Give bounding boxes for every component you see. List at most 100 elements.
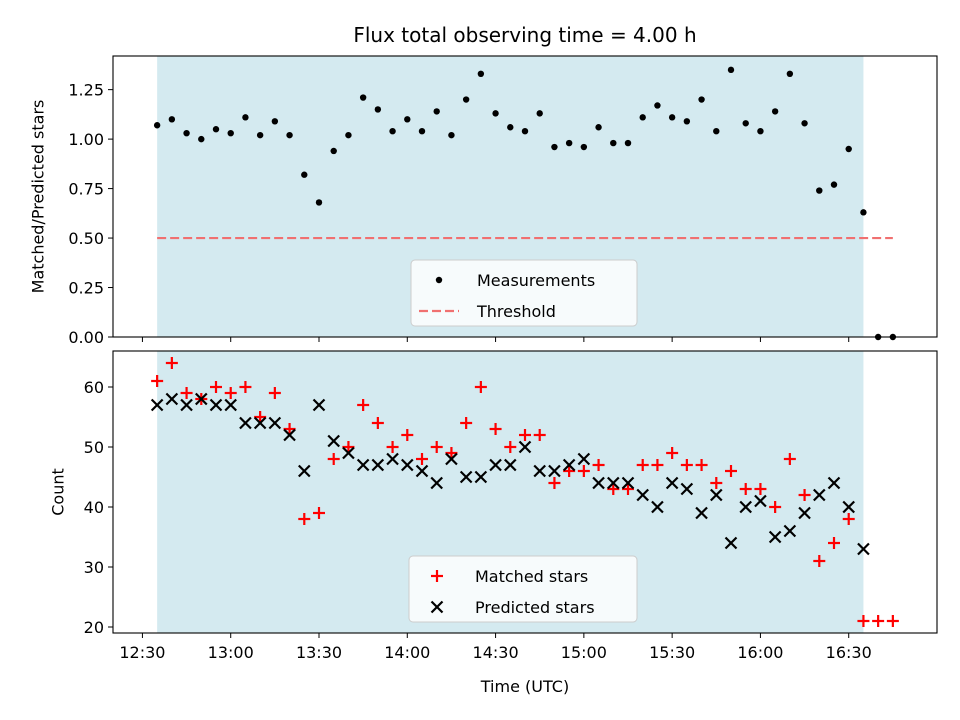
measurements-series: [153, 66, 897, 341]
predicted-star-point: [342, 446, 355, 460]
predicted-star-point: [680, 482, 694, 496]
predicted-star-point: [739, 500, 752, 514]
legend-box: [410, 259, 638, 327]
predicted-star-point: [783, 524, 797, 538]
matched-star-point: [857, 615, 870, 627]
predicted-star-point: [636, 488, 649, 502]
legend: Measurements Threshold: [410, 259, 638, 327]
predicted-star-point: [415, 464, 429, 478]
y-tick-label: 30: [84, 558, 104, 577]
measurement-point: [256, 131, 264, 139]
matched-star-point: [180, 387, 193, 399]
y-axis-label: Matched/Predicted stars: [29, 100, 48, 294]
y-tick-label: 60: [84, 378, 104, 397]
matched-star-point: [519, 429, 531, 441]
predicted-star-point: [283, 428, 296, 442]
predicted-star-point: [298, 464, 311, 478]
legend-label: Threshold: [476, 302, 556, 321]
y-axis-ticks: 20 30 40 50 60: [84, 378, 113, 637]
matched-star-point: [224, 387, 237, 399]
matched-star-point: [430, 441, 443, 453]
predicted-star-point: [327, 434, 340, 448]
measurement-point: [771, 108, 779, 115]
predicted-star-point: [459, 470, 473, 484]
matched-star-point: [239, 381, 252, 393]
measurement-point: [698, 96, 705, 103]
matched-star-point: [504, 441, 517, 453]
matched-star-point: [386, 441, 399, 453]
measurement-point: [845, 145, 852, 153]
plot-frame: [112, 350, 938, 634]
measurement-point: [448, 131, 455, 139]
measurement-point: [242, 114, 249, 121]
matched-star-point: [563, 465, 576, 477]
predicted-star-point: [577, 452, 591, 466]
measurement-point: [757, 127, 764, 135]
matched-star-point: [754, 483, 767, 495]
measurement-point: [389, 127, 396, 135]
x-tick-label: 13:00: [208, 643, 254, 662]
measurement-point: [404, 116, 411, 123]
measurement-point: [595, 124, 602, 131]
x-tick-label: 13:30: [296, 643, 342, 662]
predicted-star-point: [592, 476, 605, 490]
predicted-star-point: [548, 464, 561, 478]
matched-star-point: [695, 459, 708, 471]
predicted-star-point: [209, 398, 223, 412]
x-axis-label: Time (UTC): [480, 677, 569, 696]
legend-item: Threshold: [419, 302, 556, 321]
measurement-point: [418, 127, 426, 135]
predicted-star-point: [827, 476, 841, 490]
count-series: [150, 357, 899, 627]
predicted-star-point: [813, 488, 826, 502]
predicted-star-point: [356, 458, 370, 472]
predicted-star-point: [665, 476, 679, 490]
matched-star-point: [460, 417, 473, 429]
predicted-star-point: [268, 416, 282, 430]
y-tick-label: 1.00: [68, 130, 104, 149]
y-tick-label: 50: [84, 438, 104, 457]
y-axis-label: Count: [49, 468, 68, 516]
matched-star-point: [327, 453, 340, 465]
legend-marker: [430, 600, 444, 614]
measurement-point: [374, 106, 382, 113]
measurement-point: [860, 209, 867, 216]
chart-title: Flux total observing time = 4.00 h: [353, 23, 696, 47]
matched-star-point: [622, 483, 634, 495]
ratio-panel: Flux total observing time = 4.00 h 0.000…: [29, 23, 938, 347]
predicted-star-point: [651, 500, 664, 514]
x-tick-label: 16:00: [737, 643, 783, 662]
measurement-point: [624, 139, 632, 147]
measurement-point: [521, 127, 529, 135]
x-tick-label: 14:00: [384, 643, 430, 662]
predicted-star-point: [857, 542, 870, 556]
measurement-point: [801, 120, 808, 127]
x-tick-label: 15:00: [561, 643, 607, 662]
measurement-point: [683, 118, 691, 125]
predicted-star-point: [504, 458, 517, 472]
predicted-star-point: [695, 506, 708, 520]
predicted-star-point: [312, 398, 326, 412]
y-tick-label: 0.25: [68, 279, 104, 298]
y-tick-label: 0.50: [68, 229, 104, 248]
measurement-point: [668, 114, 676, 121]
matched-star-point: [313, 507, 325, 519]
matched-star-point: [769, 501, 782, 513]
matched-star-point: [445, 447, 458, 459]
matched-star-point: [151, 375, 164, 387]
predicted-star-point: [710, 488, 723, 502]
legend: Matched stars Predicted stars: [408, 555, 638, 623]
predicted-star-point: [239, 416, 252, 430]
matched-star-point: [828, 537, 840, 549]
matched-star-point: [254, 411, 267, 423]
legend-item: Predicted stars: [430, 598, 595, 617]
measurement-point: [359, 94, 367, 101]
measurement-point: [462, 96, 470, 103]
measurement-point: [727, 66, 735, 74]
predicted-star-point: [518, 440, 532, 454]
measurement-point: [301, 171, 308, 178]
legend-label: Matched stars: [475, 567, 588, 586]
measurement-point: [286, 131, 293, 139]
measurement-point: [345, 131, 352, 139]
measurement-point: [654, 102, 661, 109]
